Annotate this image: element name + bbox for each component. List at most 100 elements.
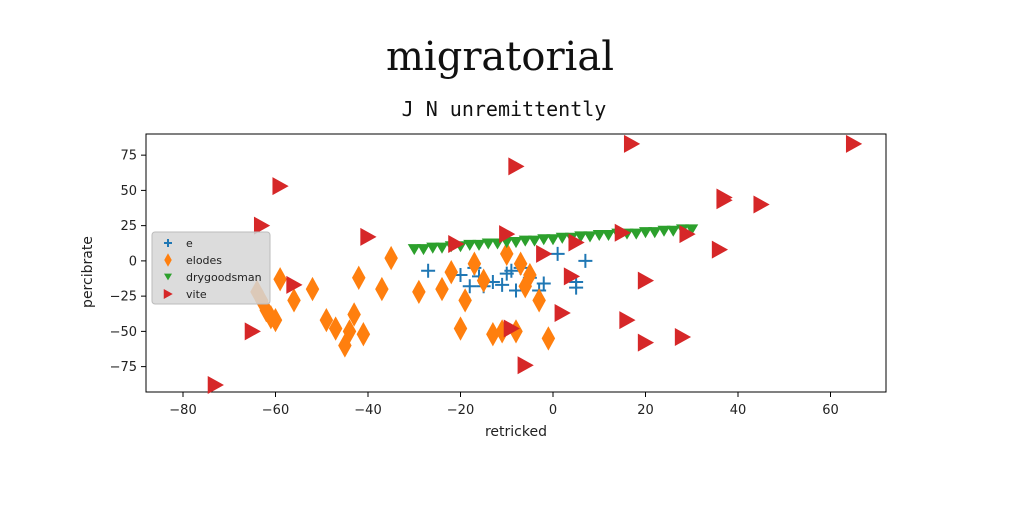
point-vite	[619, 311, 636, 330]
point-drygoodsman	[592, 229, 606, 242]
x-tick-label: −80	[169, 403, 196, 418]
point-vite	[554, 304, 571, 323]
point-vite	[272, 177, 289, 196]
y-axis-label: percibrate	[80, 236, 96, 308]
point-vite	[753, 195, 770, 214]
x-axis-label: retricked	[485, 424, 547, 440]
point-drygoodsman	[537, 234, 551, 246]
legend-marker-drygoodsman	[164, 273, 172, 281]
point-vite	[614, 223, 631, 242]
point-drygoodsman	[509, 237, 523, 249]
point-elodes	[287, 288, 301, 313]
point-vite	[286, 275, 303, 294]
point-elodes	[384, 245, 398, 271]
point-elodes	[375, 276, 389, 302]
y-tick-label: −75	[110, 360, 137, 375]
chart-title: migratorial	[386, 34, 614, 80]
point-drygoodsman	[417, 244, 430, 256]
point-drygoodsman	[481, 238, 495, 250]
point-elodes	[328, 316, 343, 341]
point-elodes	[352, 265, 366, 290]
x-tick-label: 40	[730, 403, 747, 418]
series-e	[421, 246, 593, 298]
x-axis-ticks: −80 −60 −40 −20 0 20 40 60	[169, 392, 839, 418]
point-e	[550, 246, 565, 261]
legend-marker-e	[164, 239, 172, 247]
data-marks	[207, 134, 863, 394]
y-tick-label: 75	[120, 149, 137, 164]
point-vite	[503, 319, 520, 338]
point-e	[495, 277, 510, 292]
point-drygoodsman	[463, 239, 477, 251]
point-elodes	[453, 316, 468, 341]
point-drygoodsman	[629, 228, 643, 240]
plot-area: e elodes drygoodsman vite	[145, 133, 887, 394]
point-vite	[674, 328, 692, 347]
point-elodes	[458, 288, 472, 313]
x-tick-label: 20	[637, 403, 654, 418]
point-vite	[207, 375, 224, 394]
point-elodes	[444, 260, 458, 285]
point-vite	[637, 333, 655, 352]
legend-label-elodes: elodes	[186, 254, 222, 267]
point-vite	[623, 134, 641, 153]
point-drygoodsman	[657, 225, 671, 237]
point-drygoodsman	[426, 242, 440, 254]
point-drygoodsman	[639, 227, 652, 239]
y-tick-label: 50	[120, 184, 137, 199]
point-elodes	[356, 322, 371, 347]
point-drygoodsman	[685, 224, 699, 236]
y-tick-label: 0	[129, 254, 137, 269]
point-elodes	[342, 319, 357, 344]
x-tick-label: 60	[822, 403, 839, 418]
legend-label-vite: vite	[186, 288, 207, 301]
point-drygoodsman	[555, 232, 569, 244]
point-drygoodsman	[518, 235, 532, 247]
y-tick-label: −50	[110, 325, 137, 340]
x-tick-label: 0	[549, 403, 557, 418]
point-e	[509, 283, 523, 298]
point-elodes	[532, 288, 546, 313]
point-vite	[716, 188, 733, 207]
point-e	[462, 279, 477, 294]
point-vite	[637, 271, 655, 290]
point-elodes	[467, 251, 482, 276]
point-vite	[253, 216, 271, 235]
point-elodes	[338, 333, 352, 358]
point-elodes	[500, 241, 514, 266]
y-axis-ticks: 75 50 25 0 −25 −50 −75	[110, 149, 146, 375]
point-elodes	[523, 262, 537, 288]
point-vite	[536, 244, 553, 263]
point-elodes	[513, 251, 528, 276]
point-e	[578, 253, 593, 268]
point-e	[504, 263, 519, 278]
x-tick-label: −60	[262, 403, 289, 418]
point-vite	[568, 233, 585, 252]
point-vite	[448, 234, 465, 253]
series-vite	[207, 134, 863, 394]
y-tick-label: −25	[110, 290, 137, 305]
point-drygoodsman	[583, 231, 597, 243]
point-drygoodsman	[528, 235, 541, 247]
legend-marker-elodes	[164, 253, 172, 267]
point-e	[569, 280, 584, 295]
point-elodes	[347, 302, 361, 327]
x-tick-label: −20	[447, 403, 474, 418]
point-drygoodsman	[546, 234, 560, 246]
legend-label-e: e	[186, 237, 193, 250]
point-vite	[517, 356, 534, 375]
point-vite	[563, 267, 581, 286]
point-vite	[244, 322, 261, 341]
point-vite	[679, 225, 696, 244]
legend-box	[151, 231, 271, 305]
point-elodes	[412, 279, 426, 305]
point-elodes	[268, 307, 283, 333]
x-tick-label: −40	[354, 403, 381, 418]
point-drygoodsman	[574, 231, 588, 243]
point-vite	[845, 134, 863, 153]
legend-marker-vite	[163, 289, 173, 299]
point-elodes	[486, 322, 500, 347]
point-drygoodsman	[602, 229, 615, 242]
